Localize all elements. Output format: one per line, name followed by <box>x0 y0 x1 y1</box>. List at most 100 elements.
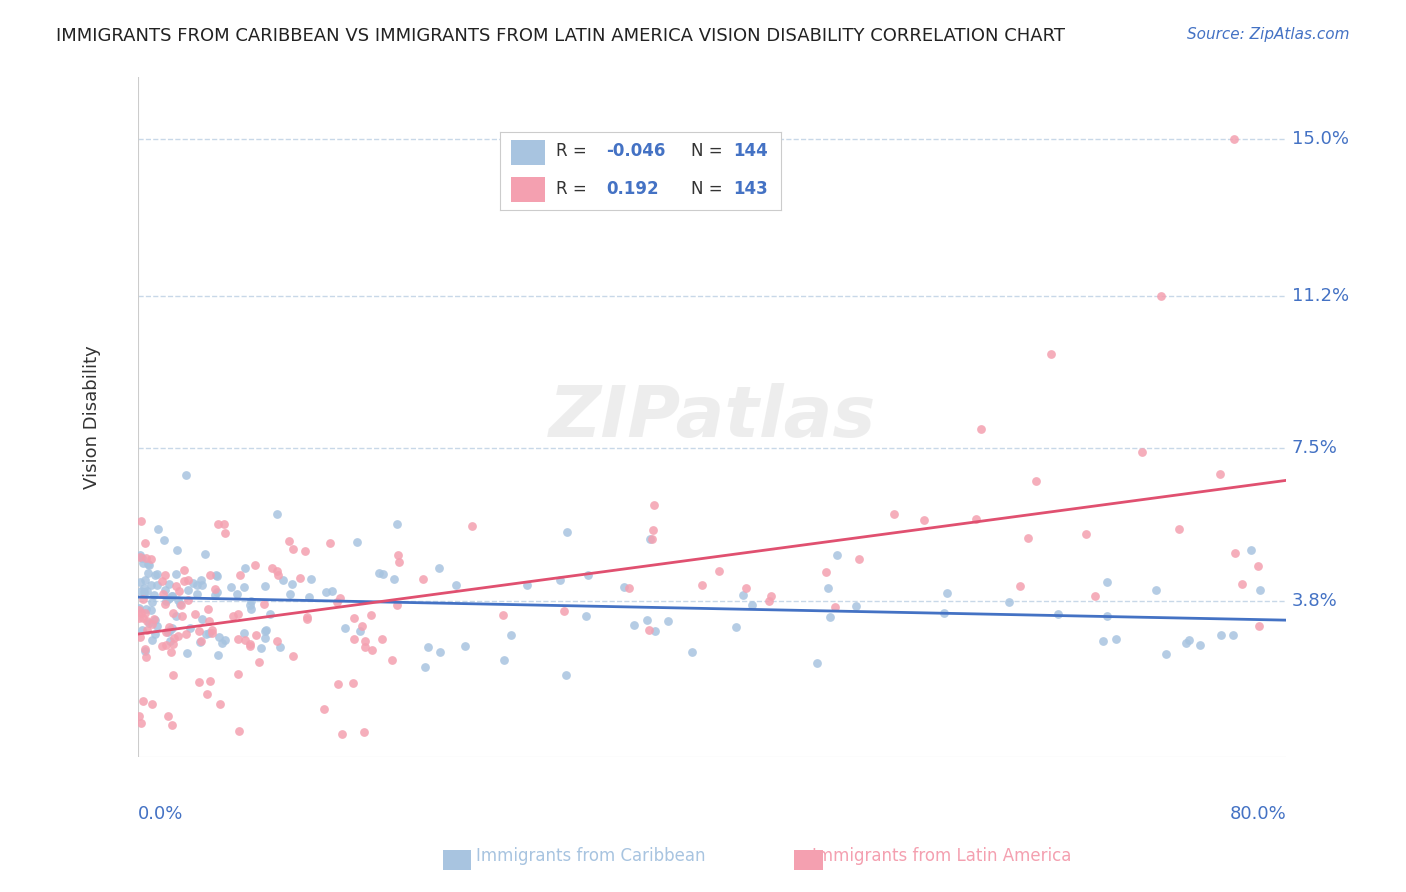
Point <box>741 599 763 613</box>
Point <box>138 558 160 573</box>
Point <box>1230 577 1253 591</box>
Point <box>1010 579 1032 593</box>
Point <box>157 591 180 605</box>
Point <box>349 624 371 638</box>
Text: Vision Disability: Vision Disability <box>83 345 101 490</box>
Point <box>195 627 218 641</box>
Point <box>734 582 756 596</box>
Point <box>759 589 782 603</box>
Point <box>179 621 201 635</box>
Point <box>266 565 288 579</box>
Point <box>205 568 228 582</box>
Point <box>253 624 276 638</box>
Point <box>328 677 350 691</box>
Point <box>1225 546 1247 560</box>
Point <box>226 667 249 681</box>
Point <box>232 580 254 594</box>
Point <box>159 620 181 634</box>
Point <box>385 517 408 532</box>
Point <box>643 498 665 512</box>
Point <box>132 694 155 708</box>
Point <box>418 640 440 654</box>
Point <box>240 602 263 616</box>
Text: Source: ZipAtlas.com: Source: ZipAtlas.com <box>1187 27 1350 42</box>
Point <box>226 587 249 601</box>
Point <box>173 574 195 588</box>
Point <box>160 645 183 659</box>
Point <box>207 516 229 531</box>
Point <box>553 605 575 619</box>
Point <box>266 633 288 648</box>
Point <box>141 697 163 711</box>
Text: 7.5%: 7.5% <box>1292 440 1339 458</box>
Point <box>134 644 156 658</box>
Text: 11.2%: 11.2% <box>1292 287 1350 305</box>
Point <box>148 522 170 536</box>
Point <box>387 598 409 612</box>
Point <box>143 613 166 627</box>
Point <box>135 614 157 628</box>
Point <box>173 563 195 577</box>
Point <box>353 724 375 739</box>
Point <box>212 516 235 531</box>
Point <box>129 514 152 528</box>
Point <box>682 645 704 659</box>
Text: Immigrants from Latin America: Immigrants from Latin America <box>813 847 1071 865</box>
Point <box>129 574 152 589</box>
Point <box>239 598 262 612</box>
Point <box>368 566 391 581</box>
Point <box>758 594 780 608</box>
Point <box>177 583 200 598</box>
Point <box>845 599 868 613</box>
Point <box>167 583 190 598</box>
Point <box>169 599 191 613</box>
Point <box>146 578 169 592</box>
Point <box>278 587 301 601</box>
Point <box>427 561 450 575</box>
Point <box>1047 607 1070 621</box>
Point <box>333 621 356 635</box>
Point <box>342 675 364 690</box>
Point <box>429 645 451 659</box>
Point <box>136 557 159 571</box>
Point <box>160 621 183 635</box>
Point <box>936 586 959 600</box>
Point <box>883 507 905 521</box>
Point <box>138 616 160 631</box>
Point <box>176 646 198 660</box>
Point <box>576 567 599 582</box>
Point <box>253 579 276 593</box>
Point <box>128 548 150 562</box>
Point <box>273 573 295 587</box>
Point <box>914 513 936 527</box>
Point <box>208 630 231 644</box>
Point <box>155 638 177 652</box>
Point <box>228 567 250 582</box>
Point <box>370 632 392 647</box>
Point <box>139 603 162 617</box>
Point <box>575 609 598 624</box>
Point <box>132 611 155 625</box>
Point <box>1095 574 1118 589</box>
Point <box>360 643 382 657</box>
Point <box>1168 522 1191 536</box>
Point <box>128 709 150 723</box>
Point <box>204 582 226 596</box>
Point <box>1025 475 1047 489</box>
Point <box>155 598 177 612</box>
Point <box>492 608 515 623</box>
Point <box>388 555 411 569</box>
Point <box>191 611 214 625</box>
Point <box>132 556 155 570</box>
Point <box>177 593 200 607</box>
Point <box>177 573 200 587</box>
Point <box>134 551 156 566</box>
Point <box>731 588 754 602</box>
Point <box>636 613 658 627</box>
Point <box>156 592 179 607</box>
Point <box>1076 527 1098 541</box>
Point <box>226 632 249 647</box>
Point <box>174 467 197 482</box>
Point <box>129 715 152 730</box>
Point <box>1178 633 1201 648</box>
